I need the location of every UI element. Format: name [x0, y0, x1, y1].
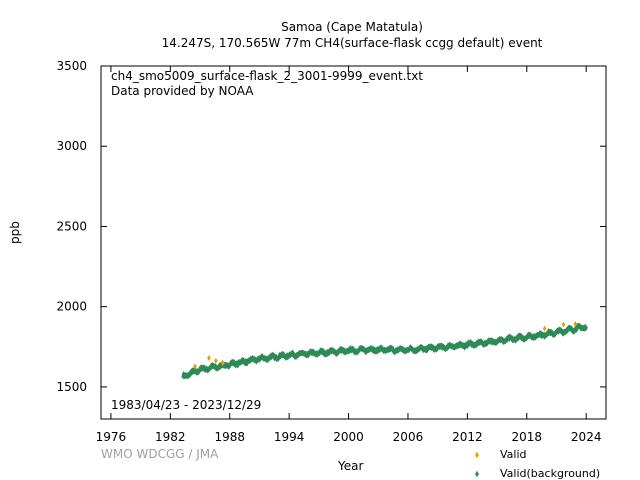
data-point-valid — [561, 321, 566, 328]
data-point-valid — [220, 360, 225, 367]
x-tick-label: 2012 — [452, 430, 483, 444]
data-point-valid — [193, 363, 197, 370]
x-axis-label: Year — [338, 459, 364, 473]
x-tick-label: 1988 — [214, 430, 245, 444]
x-tick-label: 1982 — [155, 430, 186, 444]
chart-title: Samoa (Cape Matatula) — [281, 20, 423, 34]
x-tick-label: 2024 — [571, 430, 602, 444]
file-name-label: ch4_smo5009_surface-flask_2_3001-9999_ev… — [111, 69, 423, 83]
legend-marker-background — [475, 470, 479, 478]
chart-subtitle: 14.247S, 170.565W 77m CH4(surface-flask … — [161, 36, 543, 50]
data-point-valid — [573, 320, 578, 327]
x-tick-label: 1976 — [96, 430, 127, 444]
y-tick-label: 3000 — [56, 139, 87, 153]
date-range-label: 1983/04/23 - 2023/12/29 — [111, 398, 261, 412]
x-tick-label: 2018 — [512, 430, 543, 444]
plot-frame — [100, 65, 607, 420]
provider-label: Data provided by NOAA — [111, 84, 254, 98]
y-axis-label: ppb — [8, 221, 22, 244]
x-tick-label: 1994 — [274, 430, 305, 444]
legend-marker-valid — [475, 451, 479, 459]
data-point-background — [584, 324, 588, 331]
legend-label-background: Valid(background) — [500, 467, 601, 480]
x-tick-label: 2006 — [393, 430, 424, 444]
legend-label-valid: Valid — [500, 448, 527, 461]
data-point-valid — [207, 355, 211, 362]
credit-label: WMO WDCGG / JMA — [101, 447, 219, 461]
data-point-valid — [542, 325, 547, 332]
y-tick-label: 3500 — [56, 59, 87, 73]
y-tick-label: 2000 — [56, 300, 87, 314]
y-tick-label: 1500 — [56, 380, 87, 394]
y-tick-label: 2500 — [56, 219, 87, 233]
data-point-valid — [214, 357, 218, 364]
x-tick-label: 2000 — [333, 430, 364, 444]
